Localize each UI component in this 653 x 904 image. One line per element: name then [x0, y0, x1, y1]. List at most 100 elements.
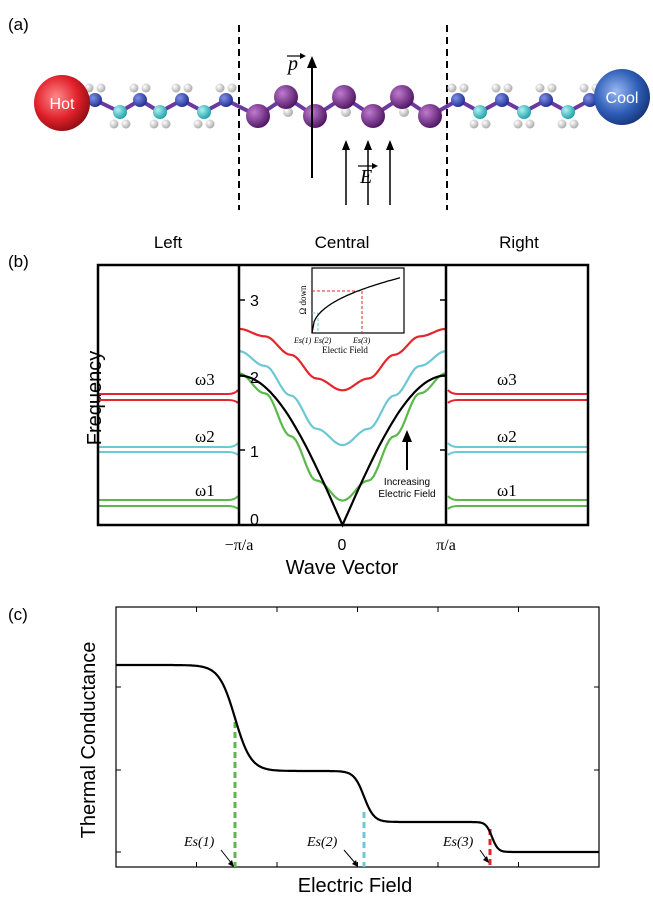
- inset-plot: Ω down Es(1) Es(2) Es(3) Electic Field: [293, 267, 405, 355]
- inset-ylabel: Ω down: [298, 285, 308, 314]
- chain-atom: [332, 85, 356, 109]
- hydrogen-atom: [215, 83, 225, 93]
- chain-atom: [418, 104, 442, 128]
- electric-field-arrows: [342, 140, 394, 205]
- left-band-upper: [99, 495, 239, 501]
- hydrogen-atom: [183, 83, 193, 93]
- panel-c-label: (c): [8, 605, 28, 624]
- molecular-chain: [84, 83, 601, 129]
- es-pointer-arrows: [220, 849, 489, 867]
- omega-2-right: ω2: [497, 427, 517, 446]
- right-band-lower: [447, 505, 587, 510]
- xtick-pi-a: π/a: [436, 537, 456, 554]
- hydrogen-atom: [491, 83, 501, 93]
- cool-reservoir: [594, 69, 650, 125]
- inset-xtick-es1: Es(1): [293, 336, 312, 345]
- hot-label: Hot: [50, 96, 75, 113]
- dipole-arrowhead: [307, 56, 317, 68]
- panel-b-frame: [96, 263, 590, 527]
- hydrogen-atom: [141, 83, 151, 93]
- electric-field-axis-label: Electric Field: [298, 875, 412, 897]
- hydrogen-atom: [161, 119, 171, 129]
- left-band-lower: [99, 399, 239, 404]
- chain-atom: [539, 93, 553, 107]
- increasing-field-label-line2: Electric Field: [378, 489, 435, 500]
- chain-atom: [197, 105, 211, 119]
- region-central-label: Central: [315, 233, 370, 252]
- hydrogen-atom: [227, 83, 237, 93]
- right-band-upper: [447, 495, 587, 501]
- hydrogen-atom: [569, 119, 579, 129]
- conductance-curve: [116, 663, 599, 854]
- chain-atom: [113, 105, 127, 119]
- chain-atom: [390, 85, 414, 109]
- hydrogen-atom: [283, 107, 293, 117]
- hydrogen-atom: [399, 107, 409, 117]
- chain-atom: [88, 93, 102, 107]
- chain-atom: [451, 93, 465, 107]
- chain-atom: [274, 85, 298, 109]
- frequency-ticks: [239, 299, 446, 451]
- thermal-conductance-axis-label: Thermal Conductance: [78, 642, 100, 839]
- inset-frame: [311, 267, 405, 334]
- dispersion-green: [238, 372, 447, 502]
- ytick-3: 3: [250, 293, 259, 310]
- ytick-1: 1: [250, 444, 259, 461]
- chain-atom: [153, 105, 167, 119]
- inset-xtick-es3: Es(3): [352, 336, 371, 345]
- hydrogen-atom: [121, 119, 131, 129]
- hydrogen-atom: [535, 83, 545, 93]
- cool-label: Cool: [606, 90, 639, 107]
- ytick-0: 0: [250, 512, 259, 529]
- omega-2-left: ω2: [195, 427, 215, 446]
- omega-3-left: ω3: [195, 370, 215, 389]
- inset-curve: [311, 277, 401, 334]
- right-band-lower: [447, 451, 587, 456]
- hydrogen-atom: [341, 107, 351, 117]
- xtick-minus-pi-a: −π/a: [225, 537, 254, 554]
- panel-b-label: (b): [8, 252, 29, 271]
- es1-label: Es(1): [183, 835, 215, 850]
- hydrogen-atom: [525, 119, 535, 129]
- chain-atom: [361, 104, 385, 128]
- left-lead-bands: [99, 389, 239, 510]
- hydrogen-atom: [481, 119, 491, 129]
- dispersion-red: [238, 327, 447, 392]
- chain-atom: [561, 105, 575, 119]
- right-band-upper: [447, 389, 587, 395]
- hydrogen-atom: [503, 83, 513, 93]
- right-band-upper: [447, 442, 587, 448]
- e-vector-tip: [372, 163, 378, 169]
- omega-1-right: ω1: [497, 481, 517, 500]
- chain-atom: [583, 93, 597, 107]
- region-left-label: Left: [154, 233, 183, 252]
- hydrogen-atom: [193, 119, 203, 129]
- chain-atom: [133, 93, 147, 107]
- increasing-field-arrowhead: [402, 430, 412, 442]
- wave-vector-axis-label: Wave Vector: [286, 557, 399, 579]
- right-omega-labels: ω3 ω2 ω1: [497, 370, 517, 500]
- hydrogen-atom: [205, 119, 215, 129]
- panel-c-frame: [115, 606, 600, 868]
- chain-atom: [473, 105, 487, 119]
- region-right-label: Right: [499, 233, 539, 252]
- inset-xlabel: Electic Field: [322, 345, 368, 355]
- dipole-p-label: p: [286, 53, 298, 75]
- inset-xtick-es2: Es(2): [313, 336, 332, 345]
- chain-atom: [517, 105, 531, 119]
- left-band-upper: [99, 442, 239, 448]
- panel-c: (c) Thermal Conductance Electric Field E…: [8, 605, 600, 897]
- right-band-lower: [447, 399, 587, 404]
- panel-c-ticks: [116, 607, 600, 867]
- chain-atom: [495, 93, 509, 107]
- hydrogen-atom: [129, 83, 139, 93]
- hydrogen-atom: [149, 119, 159, 129]
- hydrogen-atom: [579, 83, 589, 93]
- panel-b: (b) Left Central Right Frequency Wave Ve…: [8, 233, 590, 579]
- hydrogen-atom: [557, 119, 567, 129]
- omega-3-right: ω3: [497, 370, 517, 389]
- hydrogen-atom: [96, 83, 106, 93]
- dispersion-cyan: [238, 350, 447, 447]
- hydrogen-atom: [547, 83, 557, 93]
